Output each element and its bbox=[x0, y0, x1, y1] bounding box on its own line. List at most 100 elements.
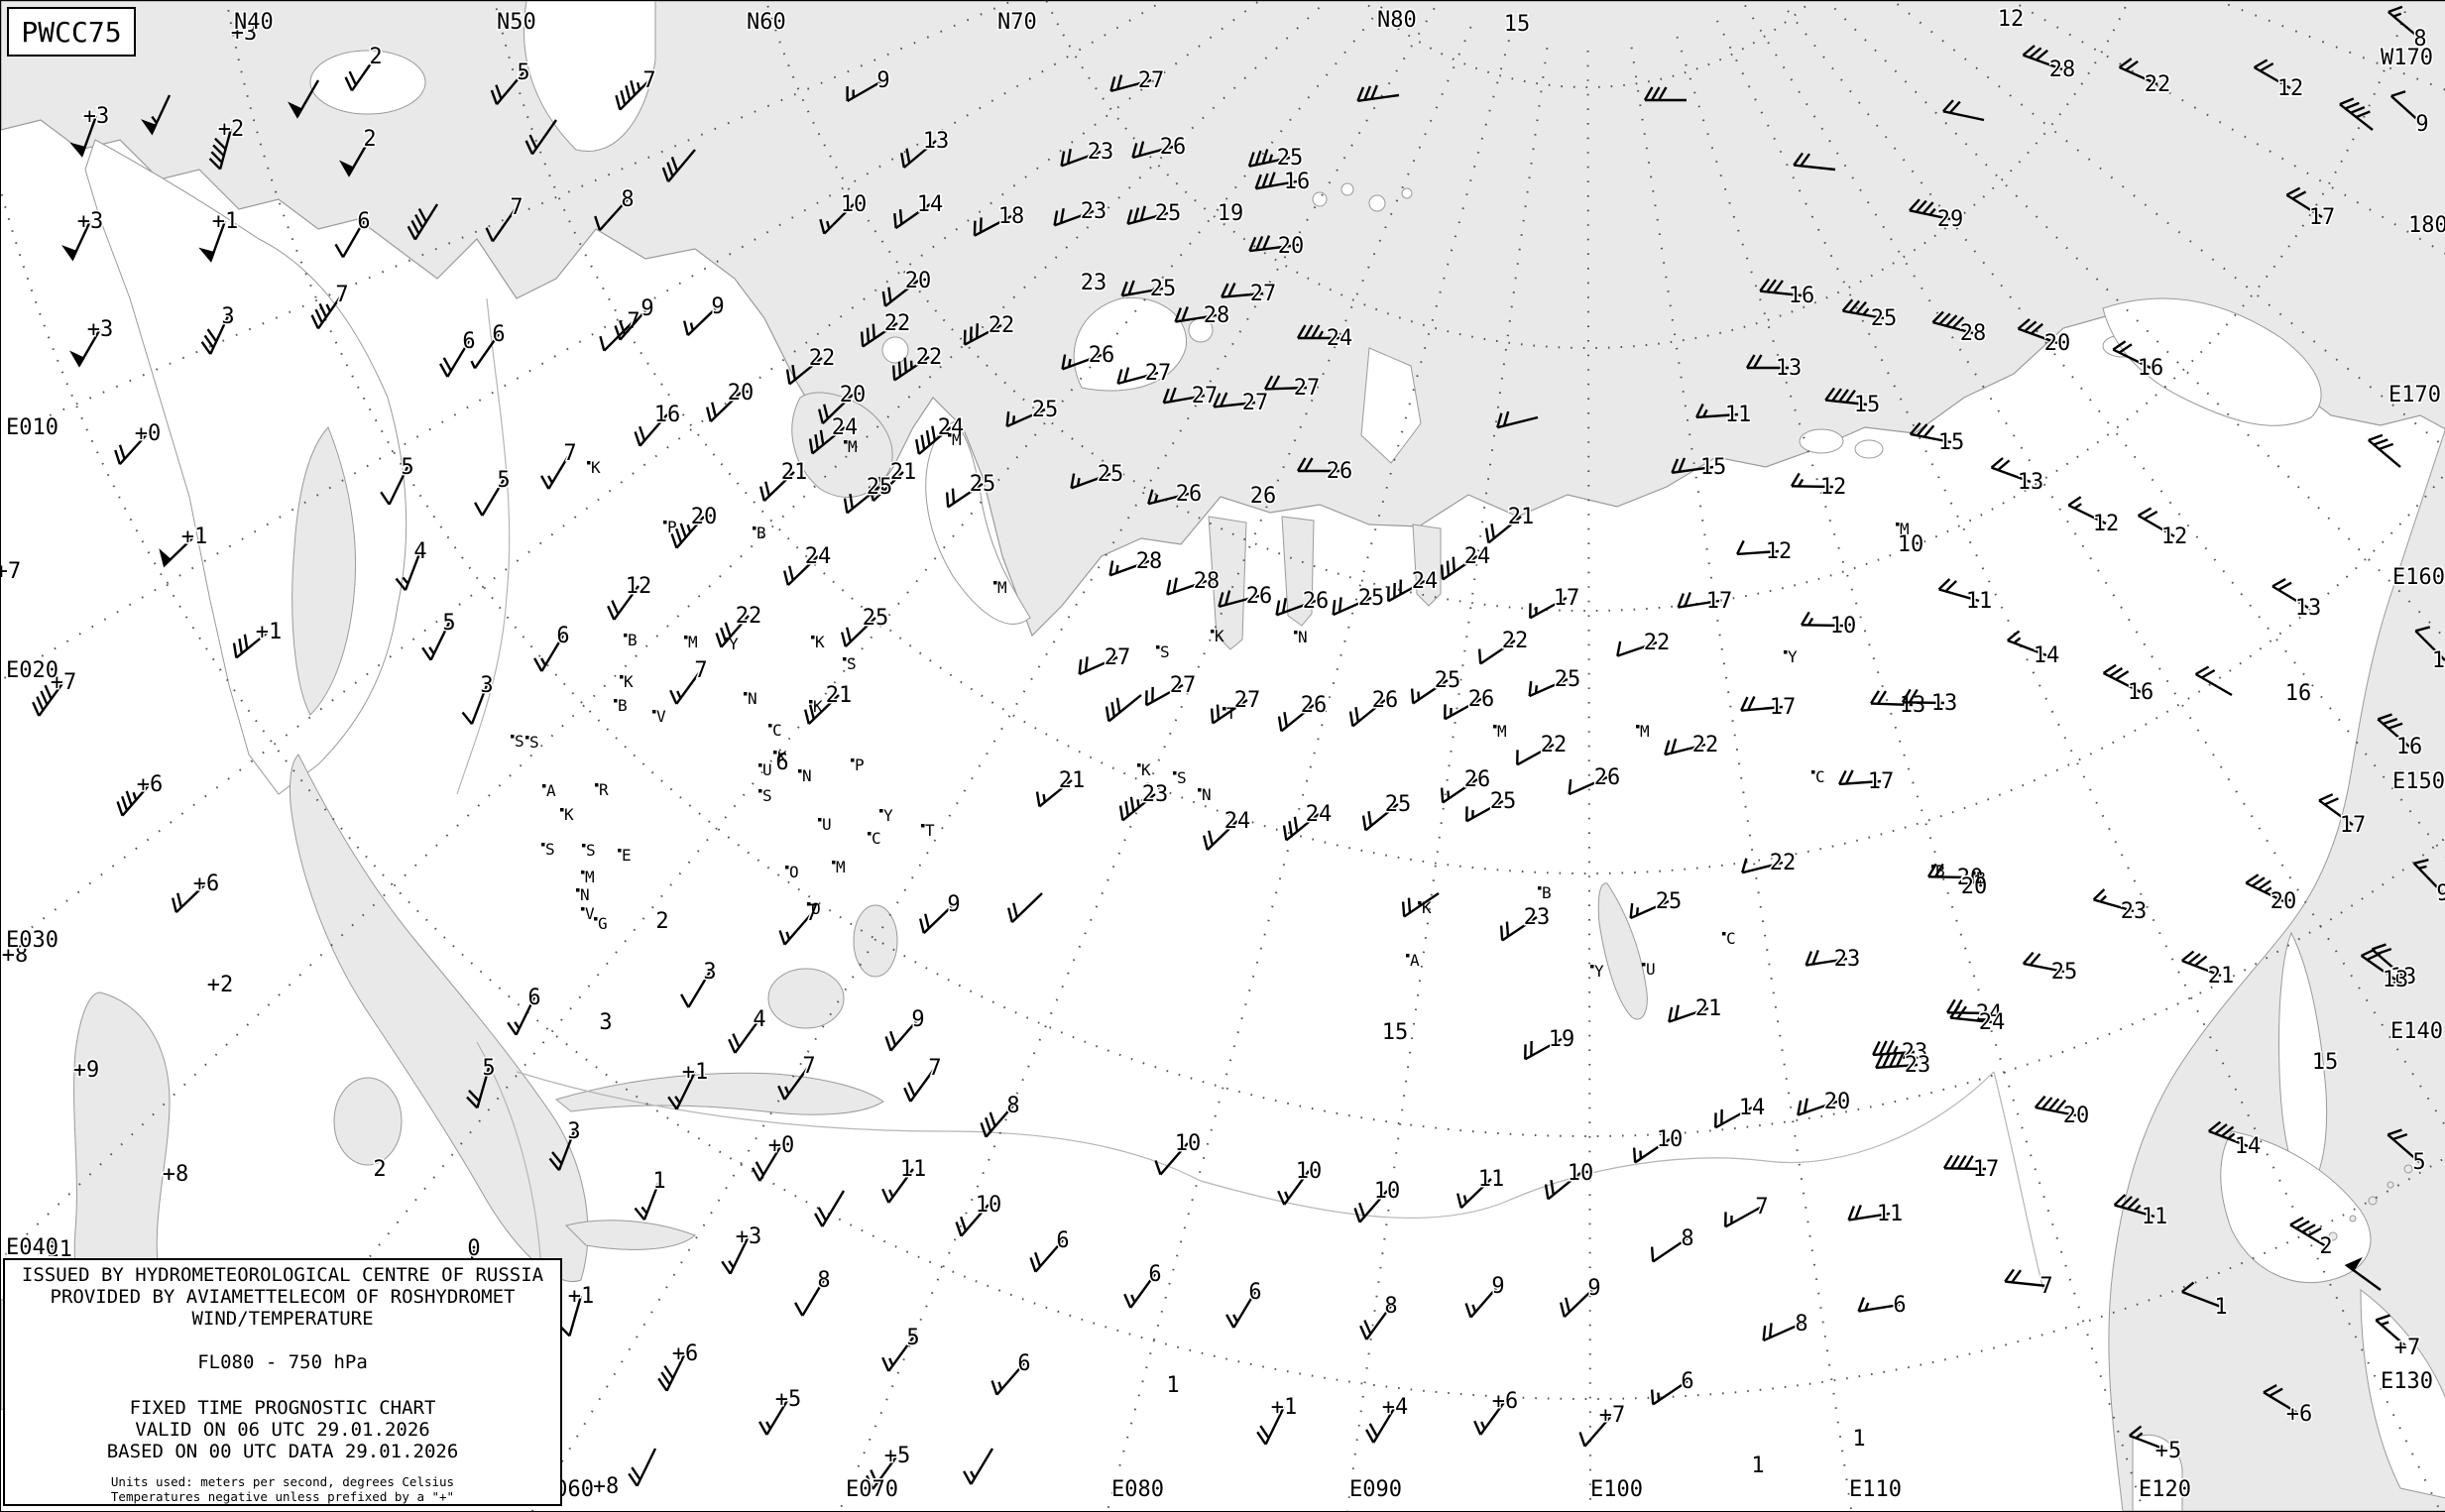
temperature-label: 10 bbox=[841, 192, 868, 217]
wind-barb-feather bbox=[1031, 1258, 1036, 1272]
wind-barb-feather bbox=[1566, 1298, 1570, 1313]
wind-barb-feather bbox=[890, 1031, 895, 1045]
temperature-label: 26 bbox=[1176, 482, 1203, 507]
city-label: K bbox=[564, 805, 574, 824]
wind-barb-feather bbox=[815, 1214, 822, 1226]
temperature-label: +7 bbox=[2394, 1336, 2421, 1360]
city-label: K bbox=[1141, 760, 1151, 779]
temperature-label: 9 bbox=[947, 892, 960, 917]
station: 9 bbox=[684, 294, 724, 335]
station: 11 bbox=[1457, 1167, 1504, 1208]
temperature-label: 2 bbox=[2319, 1234, 2332, 1259]
wind-barb-feather bbox=[1418, 692, 1419, 700]
wind-barb-feather bbox=[765, 482, 769, 497]
based-on-line: BASED ON 00 UTC DATA 29.01.2026 bbox=[5, 1441, 560, 1462]
station: 10 bbox=[1355, 1179, 1401, 1222]
station: 24 bbox=[1442, 544, 1490, 579]
wind-barb-feather bbox=[729, 1261, 733, 1268]
temperature-label: 16 bbox=[2396, 735, 2423, 759]
issued-by-line: ISSUED BY HYDROMETEOROLOGICAL CENTRE OF … bbox=[5, 1264, 560, 1286]
city-label: O bbox=[789, 863, 799, 881]
station: 17 bbox=[1679, 589, 1733, 614]
temperature-label: +3 bbox=[736, 1224, 762, 1249]
wind-barb-feather bbox=[118, 802, 123, 816]
meridian-label-E160: E160 bbox=[2392, 565, 2445, 590]
station: +6 bbox=[118, 772, 164, 816]
wind-barb bbox=[1106, 695, 1141, 721]
city-dot bbox=[511, 735, 515, 739]
city-dot bbox=[773, 751, 777, 755]
temperature-label: 23 bbox=[2121, 899, 2148, 924]
temperature-label: 7 bbox=[1755, 1195, 1768, 1220]
city-dot bbox=[560, 808, 564, 812]
wind-barb-feather bbox=[1131, 797, 1133, 812]
station: 25 bbox=[1530, 667, 1581, 696]
wind-barb-feather bbox=[1617, 641, 1620, 656]
station: 23 bbox=[1806, 947, 1861, 972]
wind-barb-feather bbox=[1472, 1305, 1475, 1313]
wind-barb-feather bbox=[717, 634, 722, 647]
wind-barb-feather bbox=[842, 633, 846, 647]
temperature-label: 24 bbox=[1979, 1010, 2006, 1035]
city-label: U bbox=[822, 815, 832, 834]
temperature-label: 24 bbox=[1306, 802, 1333, 827]
wind-barb-feather bbox=[905, 358, 906, 373]
station: 12 bbox=[1737, 539, 1792, 564]
temperature-label: 13 bbox=[2383, 968, 2409, 992]
temperature-label: 25 bbox=[1277, 146, 1304, 171]
temperature-label: 12 bbox=[1766, 539, 1793, 564]
wind-barb-feather bbox=[1124, 1294, 1130, 1308]
city-marker: N bbox=[744, 689, 757, 708]
meridian-label-E040: E040 bbox=[6, 1235, 58, 1260]
temperature-label: 22 bbox=[1770, 851, 1797, 875]
temperature-label: 25 bbox=[1385, 792, 1412, 817]
temperature-label: 26 bbox=[1089, 343, 1115, 368]
temperature-label: 16 bbox=[2138, 356, 2164, 381]
wind-barb-feather bbox=[1283, 598, 1286, 613]
city-label: S bbox=[545, 840, 555, 859]
temperature-label: 20 bbox=[2044, 331, 2071, 356]
city-label: C bbox=[1815, 767, 1825, 786]
temperature-label: 12 bbox=[2277, 76, 2304, 101]
wind-barb-feather bbox=[920, 919, 924, 934]
station: 14 bbox=[2008, 632, 2059, 668]
temperature-label: 22 bbox=[2145, 72, 2171, 97]
station bbox=[629, 1449, 655, 1486]
city-label: V bbox=[656, 707, 666, 726]
latitude-label-N40: N40 bbox=[234, 10, 274, 35]
station: 28 bbox=[1167, 569, 1220, 595]
temperature-label: 8 bbox=[1384, 1294, 1397, 1319]
wind-barb-feather bbox=[1370, 1424, 1377, 1437]
wind-barb-feather bbox=[2278, 583, 2291, 590]
temperature-label: 7 bbox=[694, 658, 707, 683]
station: 12 bbox=[2068, 497, 2119, 536]
wind-barb-feather bbox=[1279, 717, 1281, 732]
wind-barb bbox=[2196, 667, 2232, 696]
wind-barb-feather bbox=[641, 1207, 646, 1213]
temperature-label: 25 bbox=[1155, 201, 1182, 226]
station: 20 bbox=[2036, 1097, 2089, 1128]
station bbox=[2196, 667, 2232, 696]
scandinavia bbox=[85, 140, 407, 794]
station: 16 bbox=[2285, 681, 2312, 706]
city-marker: S bbox=[843, 654, 857, 673]
wind-barb-feather bbox=[894, 213, 895, 228]
city-marker: E bbox=[618, 846, 632, 865]
temperature-label: 25 bbox=[1555, 667, 1581, 692]
temperature-label: 10 bbox=[1296, 1159, 1323, 1184]
wind-barb-feather bbox=[1125, 801, 1127, 816]
station: 12 bbox=[1998, 7, 2025, 32]
temperature-label: 11 bbox=[2142, 1205, 2168, 1229]
temperature-label: 5 bbox=[401, 455, 413, 480]
temperature-label: 19 bbox=[1218, 201, 1244, 226]
city-label: M bbox=[585, 868, 595, 886]
wind-barb-feather bbox=[889, 1358, 892, 1365]
wind-barb-feather bbox=[1792, 473, 1800, 486]
city-label: B bbox=[628, 631, 638, 649]
wind-barb-feather bbox=[986, 1117, 990, 1131]
temperature-label: 26 bbox=[1468, 687, 1495, 712]
temperature-label: 25 bbox=[1435, 668, 1461, 693]
city-label: P bbox=[667, 518, 677, 536]
temperature-label: 15 bbox=[1938, 430, 1965, 455]
lake-ladoga bbox=[768, 969, 844, 1028]
